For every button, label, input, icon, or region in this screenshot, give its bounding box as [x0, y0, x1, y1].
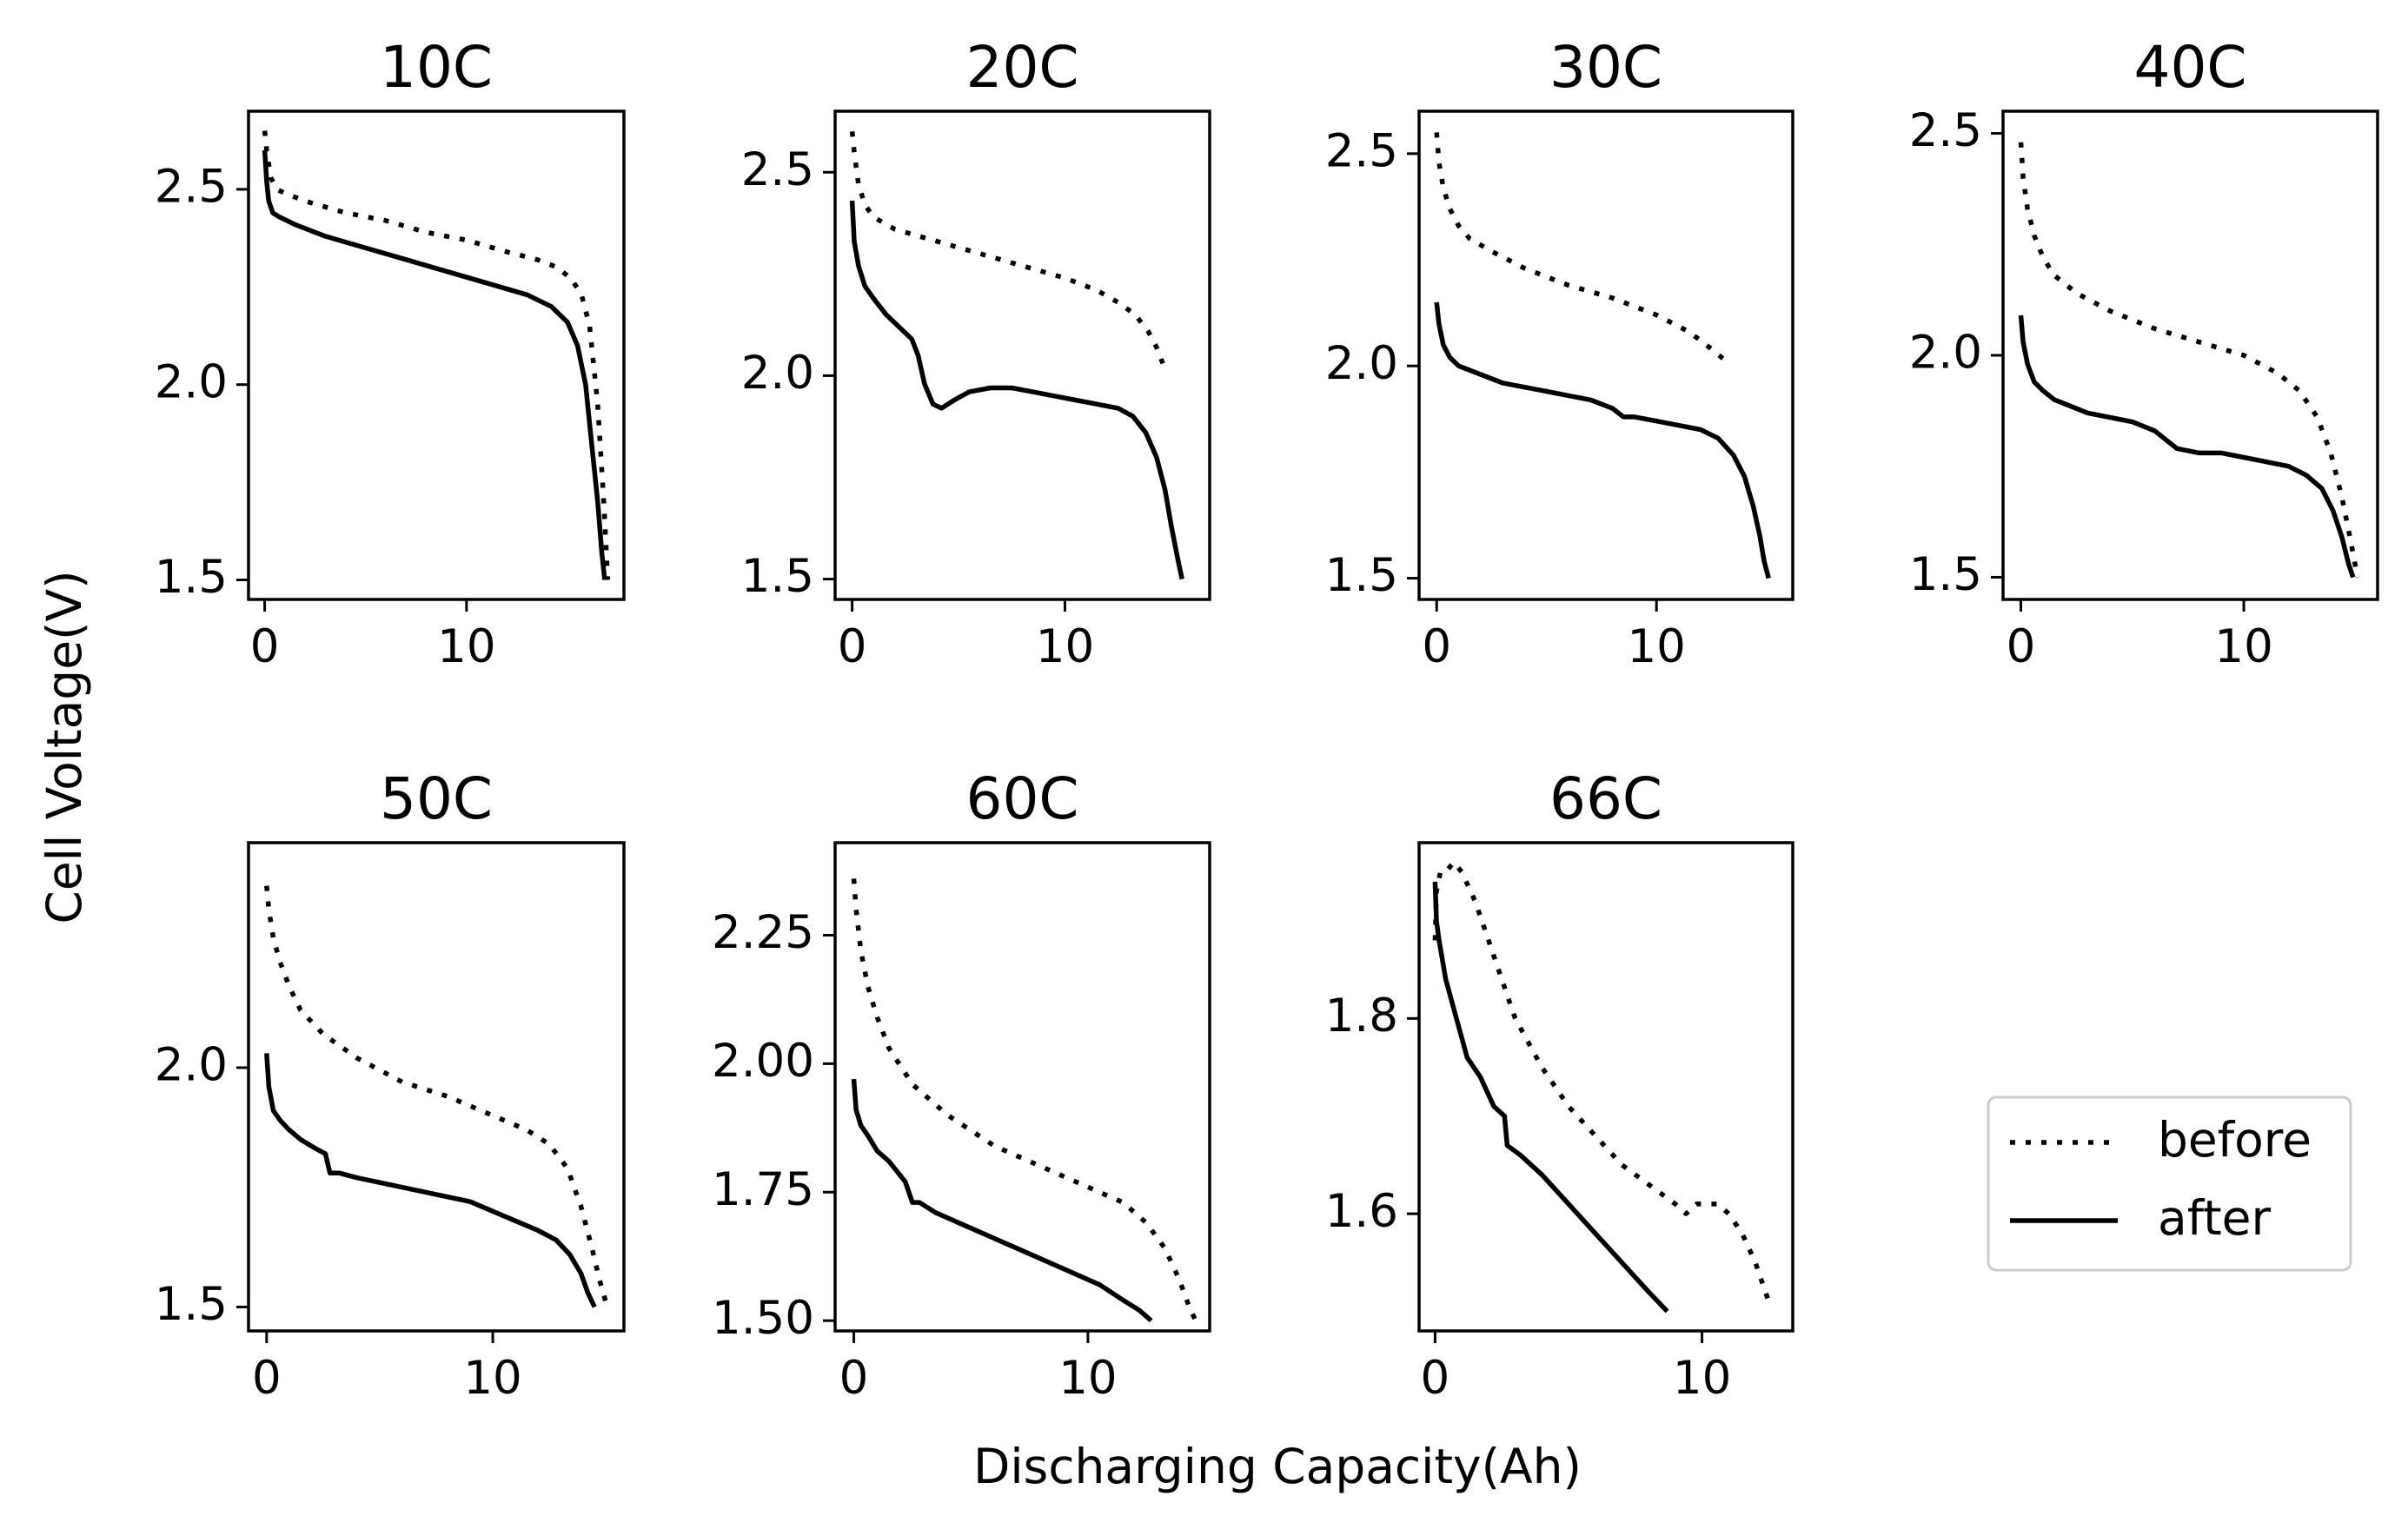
y-tick-label: 1.6: [1325, 1185, 1398, 1238]
series-before-line: [1434, 132, 1728, 364]
x-axis-label: Discharging Capacity(Ah): [973, 1439, 1582, 1494]
y-tick-label: 2.5: [1325, 125, 1398, 178]
y-tick-label: 1.8: [1325, 990, 1398, 1042]
y-tick-label: 1.5: [741, 550, 814, 603]
x-tick-label: 0: [2007, 620, 2036, 673]
y-axis-label: Cell Voltage(V): [36, 570, 92, 923]
x-tick-label: 0: [1421, 1352, 1450, 1405]
x-tick-label: 10: [1036, 620, 1094, 673]
y-tick-label: 1.5: [155, 1278, 228, 1331]
subplot-title: 20C: [965, 34, 1078, 101]
subplot-66C: 66C 0 10 1.6 1.8: [1325, 765, 1794, 1405]
y-tick-label: 2.25: [712, 906, 814, 959]
y-tick-label: 2.0: [1325, 337, 1398, 390]
subplot-title: 40C: [2133, 34, 2246, 101]
y-tick-label: 1.5: [1325, 549, 1398, 602]
subplot-60C: 60C 0 10 1.50 1.75 2.00 2.25: [712, 765, 1211, 1405]
series-after-line: [1434, 301, 1771, 579]
series-after-line: [851, 1078, 1153, 1323]
y-tick-label: 1.5: [155, 551, 228, 604]
subplot-50C: 50C 0 10 1.5 2.0: [155, 765, 626, 1405]
y-tick-label: 2.0: [155, 1039, 228, 1092]
legend-before-label: before: [2158, 1112, 2312, 1168]
series-after-line: [264, 1053, 597, 1308]
subplot-title: 66C: [1549, 765, 1662, 832]
plot-frame: [1417, 841, 1794, 1333]
x-tick-label: 0: [839, 1352, 869, 1405]
x-tick-label: 10: [1058, 1352, 1117, 1405]
x-tick-label: 0: [838, 620, 867, 673]
y-tick-label: 2.5: [155, 161, 228, 214]
x-tick-label: 0: [252, 1352, 282, 1405]
y-tick-label: 2.0: [741, 347, 814, 400]
subplot-10C: 10C 0 10 1.5 2.0 2.5: [155, 34, 626, 673]
plot-frame: [833, 109, 1211, 601]
x-tick-label: 0: [1422, 620, 1451, 673]
x-tick-label: 10: [1673, 1352, 1731, 1405]
series-before-line: [849, 131, 1165, 365]
subplot-30C: 30C 0 10 1.5 2.0 2.5: [1325, 34, 1794, 673]
legend: before after: [1987, 1095, 2352, 1272]
x-tick-label: 10: [1627, 620, 1685, 673]
series-before-line: [1432, 859, 1772, 1303]
subplot-title: 10C: [380, 34, 493, 101]
series-before-line: [851, 878, 1198, 1322]
x-tick-label: 10: [2214, 620, 2272, 673]
plot-frame: [247, 109, 626, 601]
y-tick-label: 2.0: [1909, 327, 1982, 380]
x-tick-label: 0: [250, 620, 280, 673]
series-after-line: [849, 200, 1184, 580]
x-tick-label: 10: [463, 1352, 521, 1405]
legend-frame: [1987, 1095, 2352, 1272]
subplot-40C: 40C 0 10 1.5 2.0 2.5: [1909, 34, 2379, 673]
y-tick-label: 2.5: [1909, 104, 1982, 157]
y-tick-label: 1.5: [1909, 548, 1982, 601]
y-tick-label: 1.75: [712, 1163, 814, 1216]
plot-frame: [833, 841, 1211, 1333]
plot-frame: [1417, 109, 1794, 601]
plot-frame: [247, 841, 626, 1333]
y-tick-label: 2.00: [712, 1035, 814, 1088]
series-after-line: [2018, 314, 2356, 579]
y-tick-label: 2.5: [741, 143, 814, 196]
series-after-line: [1432, 881, 1669, 1314]
legend-after-label: after: [2158, 1190, 2272, 1246]
y-tick-label: 2.0: [155, 355, 228, 408]
x-tick-label: 10: [437, 620, 495, 673]
subplot-title: 30C: [1549, 34, 1662, 101]
y-tick-label: 1.50: [712, 1292, 814, 1345]
subplot-title: 50C: [380, 765, 493, 832]
subplot-20C: 20C 0 10 1.5 2.0 2.5: [741, 34, 1211, 673]
subplot-title: 60C: [965, 765, 1078, 832]
series-after-line: [262, 149, 607, 580]
